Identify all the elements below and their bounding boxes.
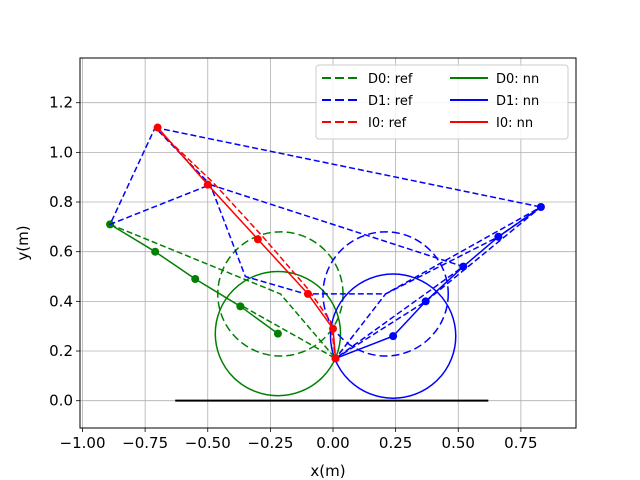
y-tick-label: 1.0 [49, 143, 73, 161]
series-point [151, 247, 160, 256]
series-line [109, 223, 337, 360]
x-tick-label: −0.25 [247, 434, 293, 452]
legend-box [315, 64, 569, 140]
series-point [273, 329, 282, 338]
y-axis-label: y(m) [14, 225, 32, 260]
x-axis-label: x(m) [310, 462, 345, 480]
series-point [191, 275, 200, 284]
x-tick-label: 0.50 [442, 434, 475, 452]
series-line [109, 126, 542, 360]
legend-entry-label: I0: nn [496, 116, 533, 131]
y-tick-label: 0.4 [49, 292, 73, 310]
series-line [154, 126, 337, 359]
axes-frame [79, 57, 577, 429]
legend-entry-label: D0: nn [496, 72, 539, 87]
series-line [335, 206, 542, 360]
x-tick-label: −0.75 [122, 434, 168, 452]
series-point [494, 232, 503, 241]
y-tick-label: 0.2 [49, 342, 73, 360]
x-tick-label: 0.75 [504, 434, 537, 452]
legend-entry-label: D0: ref [368, 72, 413, 87]
model-circle [214, 270, 342, 397]
legend: D0: ref D1: ref I0: ref D0: nn D1: nn I0: nn [315, 64, 569, 140]
series-point [153, 123, 162, 132]
x-tick-label: 0.25 [379, 434, 412, 452]
series-line [157, 127, 337, 359]
series-point [303, 289, 312, 298]
ticks: −1.00 −0.75 −0.50 −0.25 0.00 0.25 0.50 0.75 0.0 0… [49, 94, 537, 452]
series-point [203, 180, 212, 189]
y-tick-label: 0.8 [49, 193, 73, 211]
y-tick-label: 1.2 [49, 94, 73, 112]
series-point [253, 235, 262, 244]
x-tick-label: 0.00 [316, 434, 349, 452]
x-tick-label: −0.50 [185, 434, 231, 452]
y-tick-label: 0.0 [49, 392, 73, 410]
series-point [329, 324, 338, 333]
model-circle [329, 273, 457, 399]
series-point [331, 354, 340, 363]
plot-area [106, 123, 545, 402]
legend-entry-label: I0: ref [368, 116, 407, 131]
series-point [421, 297, 430, 306]
y-tick-label: 0.6 [49, 243, 73, 261]
x-tick-label: −1.00 [60, 434, 106, 452]
series-point [389, 332, 398, 341]
legend-entry-label: D1: nn [496, 94, 539, 109]
series-point [536, 202, 545, 211]
series-point [459, 262, 468, 271]
series-point [236, 302, 245, 311]
legend-entry-label: D1: ref [368, 94, 413, 109]
